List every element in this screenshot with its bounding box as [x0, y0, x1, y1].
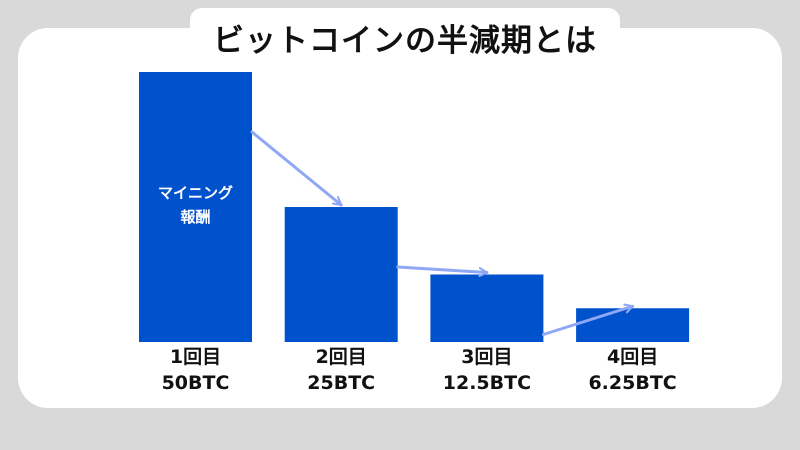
title-tab: ビットコインの半減期とは: [190, 8, 620, 66]
data-label-3: 12.5BTC: [443, 372, 531, 394]
chart-title: ビットコインの半減期とは: [213, 22, 597, 59]
data-label-1: 50BTC: [162, 372, 230, 394]
bar-annotation-line-1: マイニング: [158, 184, 233, 202]
arrow-1-to-2: [250, 130, 343, 207]
category-label-2: 2回目: [316, 346, 367, 368]
bar-3: [430, 274, 544, 342]
category-label-1: 1回目: [170, 346, 221, 368]
data-label-2: 25BTC: [307, 372, 375, 394]
bar-1: [139, 72, 252, 342]
bar-4: [576, 308, 690, 342]
bar-2: [284, 207, 398, 342]
category-label-3: 3回目: [461, 346, 512, 368]
arrow-2-to-3: [396, 265, 489, 273]
arrow-3-to-4: [541, 306, 635, 336]
category-label-4: 4回目: [607, 346, 658, 368]
bar-annotation-line-2: 報酬: [180, 208, 210, 226]
data-label-4: 6.25BTC: [588, 372, 676, 394]
